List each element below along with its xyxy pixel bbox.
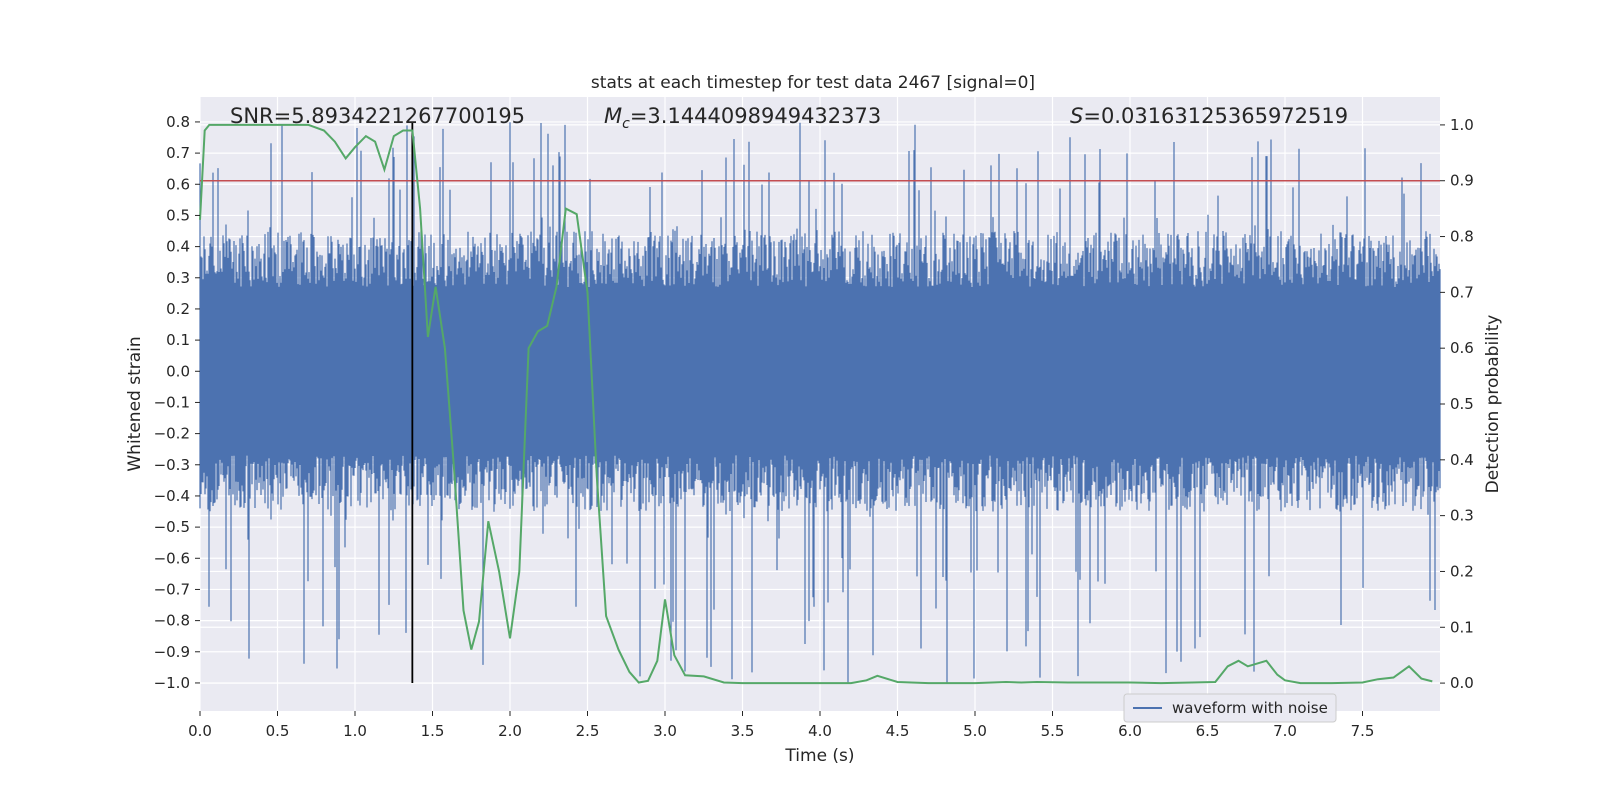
- y-tick-label: −0.1: [154, 393, 190, 411]
- s-annotation: S=0.031631253659725​19: [1070, 104, 1348, 128]
- y-tick-label: 0.1: [166, 331, 190, 349]
- x-tick-label: 0.5: [266, 722, 290, 740]
- x-tick-label: 2.5: [576, 722, 600, 740]
- y-tick-label: −0.4: [154, 487, 190, 505]
- y2-tick-label: 0.9: [1450, 172, 1474, 190]
- detection-probability-line: [199, 123, 1433, 685]
- y2-tick-label: 0.7: [1450, 283, 1474, 301]
- y-tick-label: −0.9: [154, 643, 190, 661]
- y-tick-label: −0.3: [154, 456, 190, 474]
- y2-axis-label: Detection probability: [1483, 315, 1503, 494]
- x-axis-label: Time (s): [784, 746, 854, 766]
- y2-tick-label: 1.0: [1450, 116, 1474, 134]
- x-axis-ticks: 0.0 0.5 1.0 1.5 2.0 2.5 3.0 3.5 4.0 4.5 5.0 5.5 6.0 6…: [188, 711, 1374, 740]
- y-tick-label: 0.6: [166, 175, 190, 193]
- y-tick-label: 0.0: [166, 362, 190, 380]
- x-tick-label: 4.5: [886, 722, 910, 740]
- x-tick-label: 7.0: [1273, 722, 1297, 740]
- chart-title: stats at each timestep for test data 246…: [591, 73, 1035, 93]
- waveform-noise-path: [199, 122, 1441, 683]
- y-tick-label: −1.0: [154, 674, 190, 692]
- y-tick-label: −0.5: [154, 518, 190, 536]
- overlay-lines: [199, 121, 1440, 685]
- y2-tick-label: 0.0: [1450, 674, 1474, 692]
- y-axis-label: Whitened strain: [125, 336, 145, 471]
- mc-annotation: Mc=3.1444098949432373: [604, 104, 881, 132]
- y-tick-label: −0.6: [154, 549, 190, 567]
- snr-annotation: SNR=5.8934221267700195: [230, 104, 525, 128]
- x-tick-label: 2.0: [498, 722, 522, 740]
- x-tick-label: 1.0: [343, 722, 367, 740]
- x-tick-label: 4.0: [808, 722, 832, 740]
- legend: waveform with noise: [1123, 693, 1337, 723]
- y-tick-label: 0.7: [166, 144, 190, 162]
- y2-tick-label: 0.2: [1450, 562, 1474, 580]
- y2-tick-label: 0.8: [1450, 228, 1474, 246]
- y-tick-label: −0.8: [154, 612, 190, 630]
- x-tick-label: 0.0: [188, 722, 212, 740]
- x-tick-label: 5.0: [963, 722, 987, 740]
- x-tick-label: 3.0: [653, 722, 677, 740]
- x-tick-label: 6.5: [1196, 722, 1220, 740]
- waveform-series: [199, 122, 1441, 683]
- legend-label-waveform: waveform with noise: [1172, 699, 1328, 717]
- y-tick-label: 0.8: [166, 113, 190, 131]
- y2-tick-label: 0.5: [1450, 395, 1474, 413]
- x-tick-label: 6.0: [1118, 722, 1142, 740]
- y-tick-label: −0.7: [154, 580, 190, 598]
- y-tick-label: 0.5: [166, 206, 190, 224]
- x-tick-label: 7.5: [1351, 722, 1375, 740]
- y2-tick-label: 0.3: [1450, 507, 1474, 525]
- left-axis-ticks: 0.8 0.7 0.6 0.5 0.4 0.3 0.2 0.1 0.0 −0.1 −0.2 −0.3 −…: [154, 113, 200, 692]
- y2-tick-label: 0.1: [1450, 618, 1474, 636]
- y-tick-label: −0.2: [154, 425, 190, 443]
- y-tick-label: 0.4: [166, 238, 190, 256]
- right-axis-ticks: 1.0 0.9 0.8 0.7 0.6 0.5 0.4 0.3 0.2 0.1 0.0: [1440, 116, 1474, 692]
- x-tick-label: 3.5: [731, 722, 755, 740]
- legend-box: [1123, 693, 1337, 723]
- y-tick-label: 0.3: [166, 269, 190, 287]
- y2-tick-label: 0.4: [1450, 451, 1474, 469]
- y-tick-label: 0.2: [166, 300, 190, 318]
- x-tick-label: 1.5: [421, 722, 445, 740]
- y2-tick-label: 0.6: [1450, 339, 1474, 357]
- x-tick-label: 5.5: [1041, 722, 1065, 740]
